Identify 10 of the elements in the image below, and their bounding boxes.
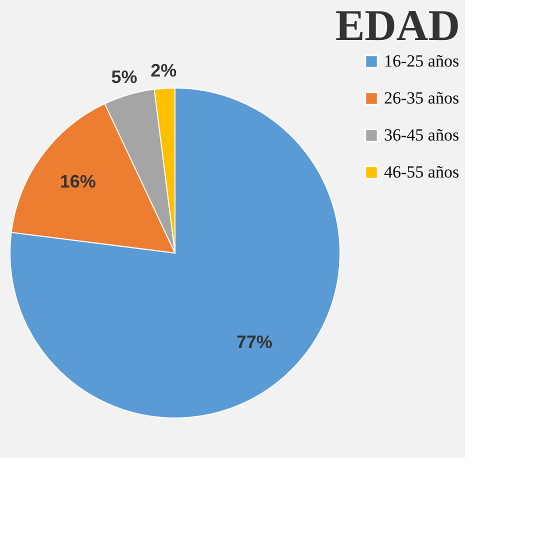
legend-label: 36-45 años [384, 126, 460, 144]
data-label: 16% [60, 171, 96, 192]
chart-title: EDAD [335, 1, 460, 50]
data-label: 5% [111, 67, 138, 88]
pie-slice [10, 88, 340, 418]
legend-label: 46-55 años [384, 162, 460, 182]
legend-label: 26-35 años [384, 88, 460, 108]
legend-label: 16-25 años [384, 52, 460, 70]
data-label: 77% [236, 332, 272, 352]
data-label: 2% [150, 60, 177, 80]
